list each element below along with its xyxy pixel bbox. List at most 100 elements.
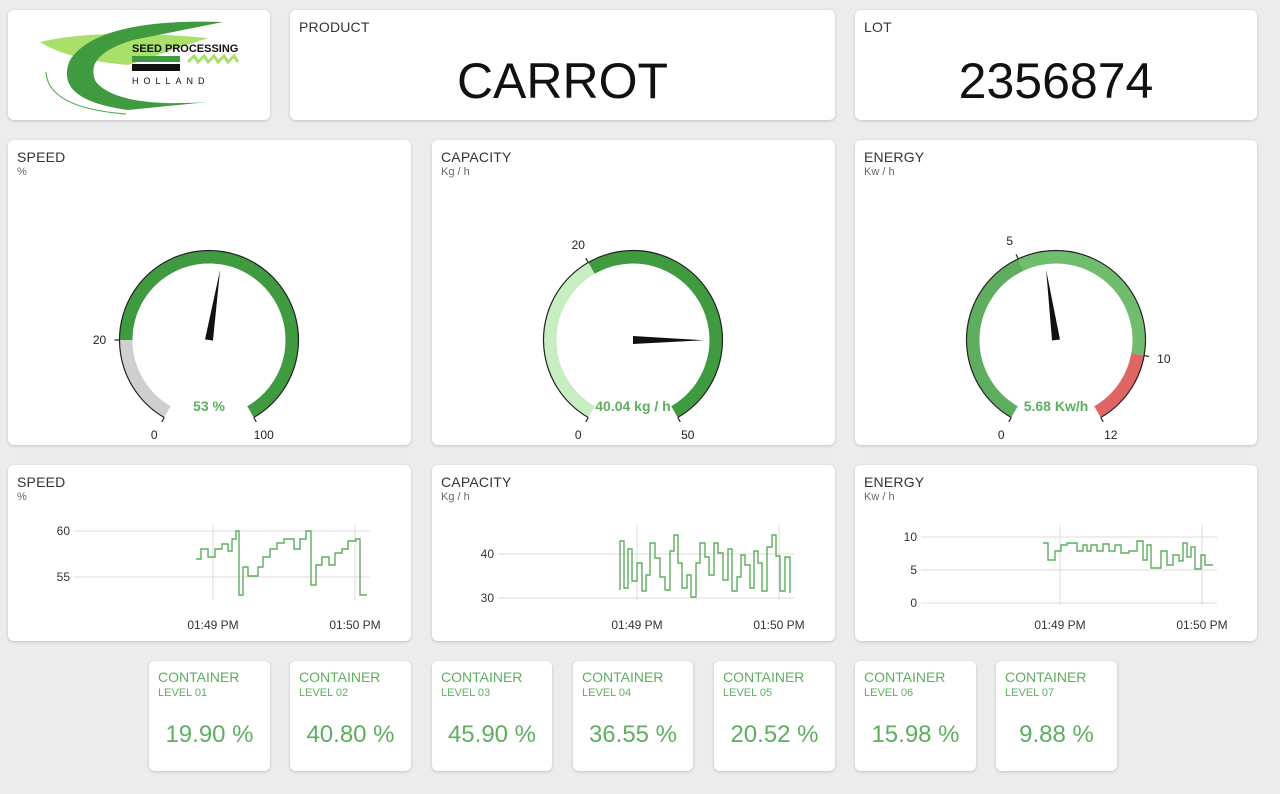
gauge-tick: [677, 417, 681, 423]
gauge-tick-label: 0: [575, 428, 582, 442]
energy-trend-line: [1043, 540, 1213, 570]
capacity-gauge: 0 20 50 40.04 kg / h: [542, 238, 724, 442]
gauge-tick: [1008, 417, 1012, 423]
gauge-outline: [542, 249, 724, 419]
y-tick-label: 10: [904, 530, 918, 544]
gauge-tick: [1144, 354, 1150, 358]
container-level: LEVEL 07: [1005, 687, 1055, 699]
speed-trend-card: SPEED % 60 55 01:49 PM 01:50 PM: [8, 465, 411, 641]
trend-title: ENERGY: [864, 474, 925, 490]
gauge-needle: [632, 336, 704, 344]
y-tick-label: 60: [57, 524, 71, 538]
gauge-band: [588, 250, 723, 418]
gauge-tick: [585, 257, 589, 263]
y-tick-label: 5: [910, 563, 917, 577]
y-tick-label: 30: [481, 591, 495, 605]
gauge-band: [543, 262, 595, 418]
container-label: CONTAINER: [158, 669, 240, 685]
trend-unit: Kg / h: [441, 491, 470, 503]
container-level: LEVEL 06: [864, 687, 914, 699]
container-label: CONTAINER: [1005, 669, 1087, 685]
trend-unit: %: [17, 491, 27, 503]
x-tick-label: 01:50 PM: [329, 618, 380, 632]
speed-gauge: 0 20 100 53 %: [93, 249, 300, 442]
container-label: CONTAINER: [582, 669, 664, 685]
container-card-06: CONTAINER LEVEL 06 15.98 %: [855, 661, 976, 771]
container-level: LEVEL 04: [582, 687, 632, 699]
company-logo: SEED PROCESSING HOLLAND: [40, 21, 240, 115]
container-value: 20.52 %: [730, 721, 819, 748]
container-level: LEVEL 05: [723, 687, 773, 699]
container-value: 36.55 %: [588, 721, 678, 748]
container-value: 45.90 %: [447, 721, 537, 748]
container-label: CONTAINER: [723, 669, 805, 685]
energy-gauge-card: ENERGY Kw / h 0 5 10 12 5.68 Kw/h: [855, 140, 1257, 445]
capacity-trend-line: [619, 534, 791, 598]
container-label: CONTAINER: [441, 669, 523, 685]
gauge-unit: Kg / h: [441, 166, 470, 178]
gauge-band: [1094, 353, 1145, 418]
energy-gauge: 0 5 10 12 5.68 Kw/h: [965, 234, 1171, 442]
speed-trend-line: [196, 530, 367, 596]
gauge-tick-label: 20: [93, 333, 107, 347]
speed-trend-chart: 60 55 01:49 PM 01:50 PM: [57, 524, 381, 632]
container-value: 9.88 %: [1019, 721, 1094, 748]
product-value: CARROT: [456, 53, 669, 109]
container-value: 19.90 %: [165, 721, 254, 748]
x-tick-label: 01:49 PM: [611, 618, 662, 632]
trend-title: SPEED: [17, 474, 66, 490]
gauge-tick-label: 12: [1104, 428, 1118, 442]
container-level: LEVEL 03: [441, 687, 491, 699]
logo-text-line2: HOLLAND: [132, 76, 210, 86]
gauge-title: CAPACITY: [441, 149, 512, 165]
container-label: CONTAINER: [299, 669, 381, 685]
gauge-outline: [118, 249, 300, 419]
product-label: PRODUCT: [299, 19, 370, 35]
speed-gauge-card: SPEED % 0 20 100 53 %: [8, 140, 411, 445]
capacity-gauge-card: CAPACITY Kg / h 0 20 50 40.04 kg / h: [432, 140, 835, 445]
capacity-trend-card: CAPACITY Kg / h 40 30 01:49 PM 01:50 PM: [432, 465, 835, 641]
container-card-04: CONTAINER LEVEL 04 36.55 %: [573, 661, 693, 771]
gauge-tick-label: 20: [572, 238, 586, 252]
gauge-value: 40.04 kg / h: [595, 398, 670, 414]
gauge-title: ENERGY: [864, 149, 925, 165]
energy-trend-card: ENERGY Kw / h 10 5 0 01:49 PM 01:50 PM: [855, 465, 1257, 641]
trend-title: CAPACITY: [441, 474, 512, 490]
container-card-02: CONTAINER LEVEL 02 40.80 %: [290, 661, 411, 771]
lot-card: LOT 2356874: [855, 10, 1257, 120]
gauge-band: [119, 339, 171, 418]
product-card: PRODUCT CARROT: [290, 10, 835, 120]
container-card-07: CONTAINER LEVEL 07 9.88 %: [996, 661, 1117, 771]
container-level: LEVEL 01: [158, 687, 208, 699]
gauge-title: SPEED: [17, 149, 66, 165]
container-label: CONTAINER: [864, 669, 946, 685]
gauge-tick: [1100, 417, 1104, 423]
energy-trend-chart: 10 5 0 01:49 PM 01:50 PM: [904, 525, 1228, 632]
container-level: LEVEL 02: [299, 687, 349, 699]
gauge-tick-label: 0: [151, 428, 158, 442]
gauge-unit: Kw / h: [864, 166, 895, 178]
y-tick-label: 0: [910, 596, 917, 610]
gauge-needle: [1046, 269, 1060, 341]
gauge-tick-label: 10: [1157, 352, 1171, 366]
gauge-tick-label: 5: [1006, 234, 1013, 248]
gauge-outline: [965, 249, 1147, 419]
y-tick-label: 55: [57, 570, 71, 584]
y-tick-label: 40: [481, 547, 495, 561]
gauge-band: [966, 258, 1024, 418]
container-card-03: CONTAINER LEVEL 03 45.90 %: [432, 661, 552, 771]
x-tick-label: 01:50 PM: [1176, 618, 1227, 632]
trend-unit: Kw / h: [864, 491, 895, 503]
gauge-band: [119, 250, 299, 418]
x-tick-label: 01:49 PM: [1034, 618, 1085, 632]
logo-text-line1: SEED PROCESSING: [132, 43, 238, 55]
container-card-05: CONTAINER LEVEL 05 20.52 %: [714, 661, 835, 771]
container-card-01: CONTAINER LEVEL 01 19.90 %: [149, 661, 270, 771]
gauge-tick-label: 50: [681, 428, 695, 442]
x-tick-label: 01:50 PM: [753, 618, 804, 632]
lot-value: 2356874: [958, 53, 1154, 109]
container-value: 15.98 %: [871, 721, 960, 748]
capacity-trend-chart: 40 30 01:49 PM 01:50 PM: [481, 525, 805, 632]
gauge-tick: [585, 417, 589, 423]
gauge-tick: [161, 417, 165, 423]
